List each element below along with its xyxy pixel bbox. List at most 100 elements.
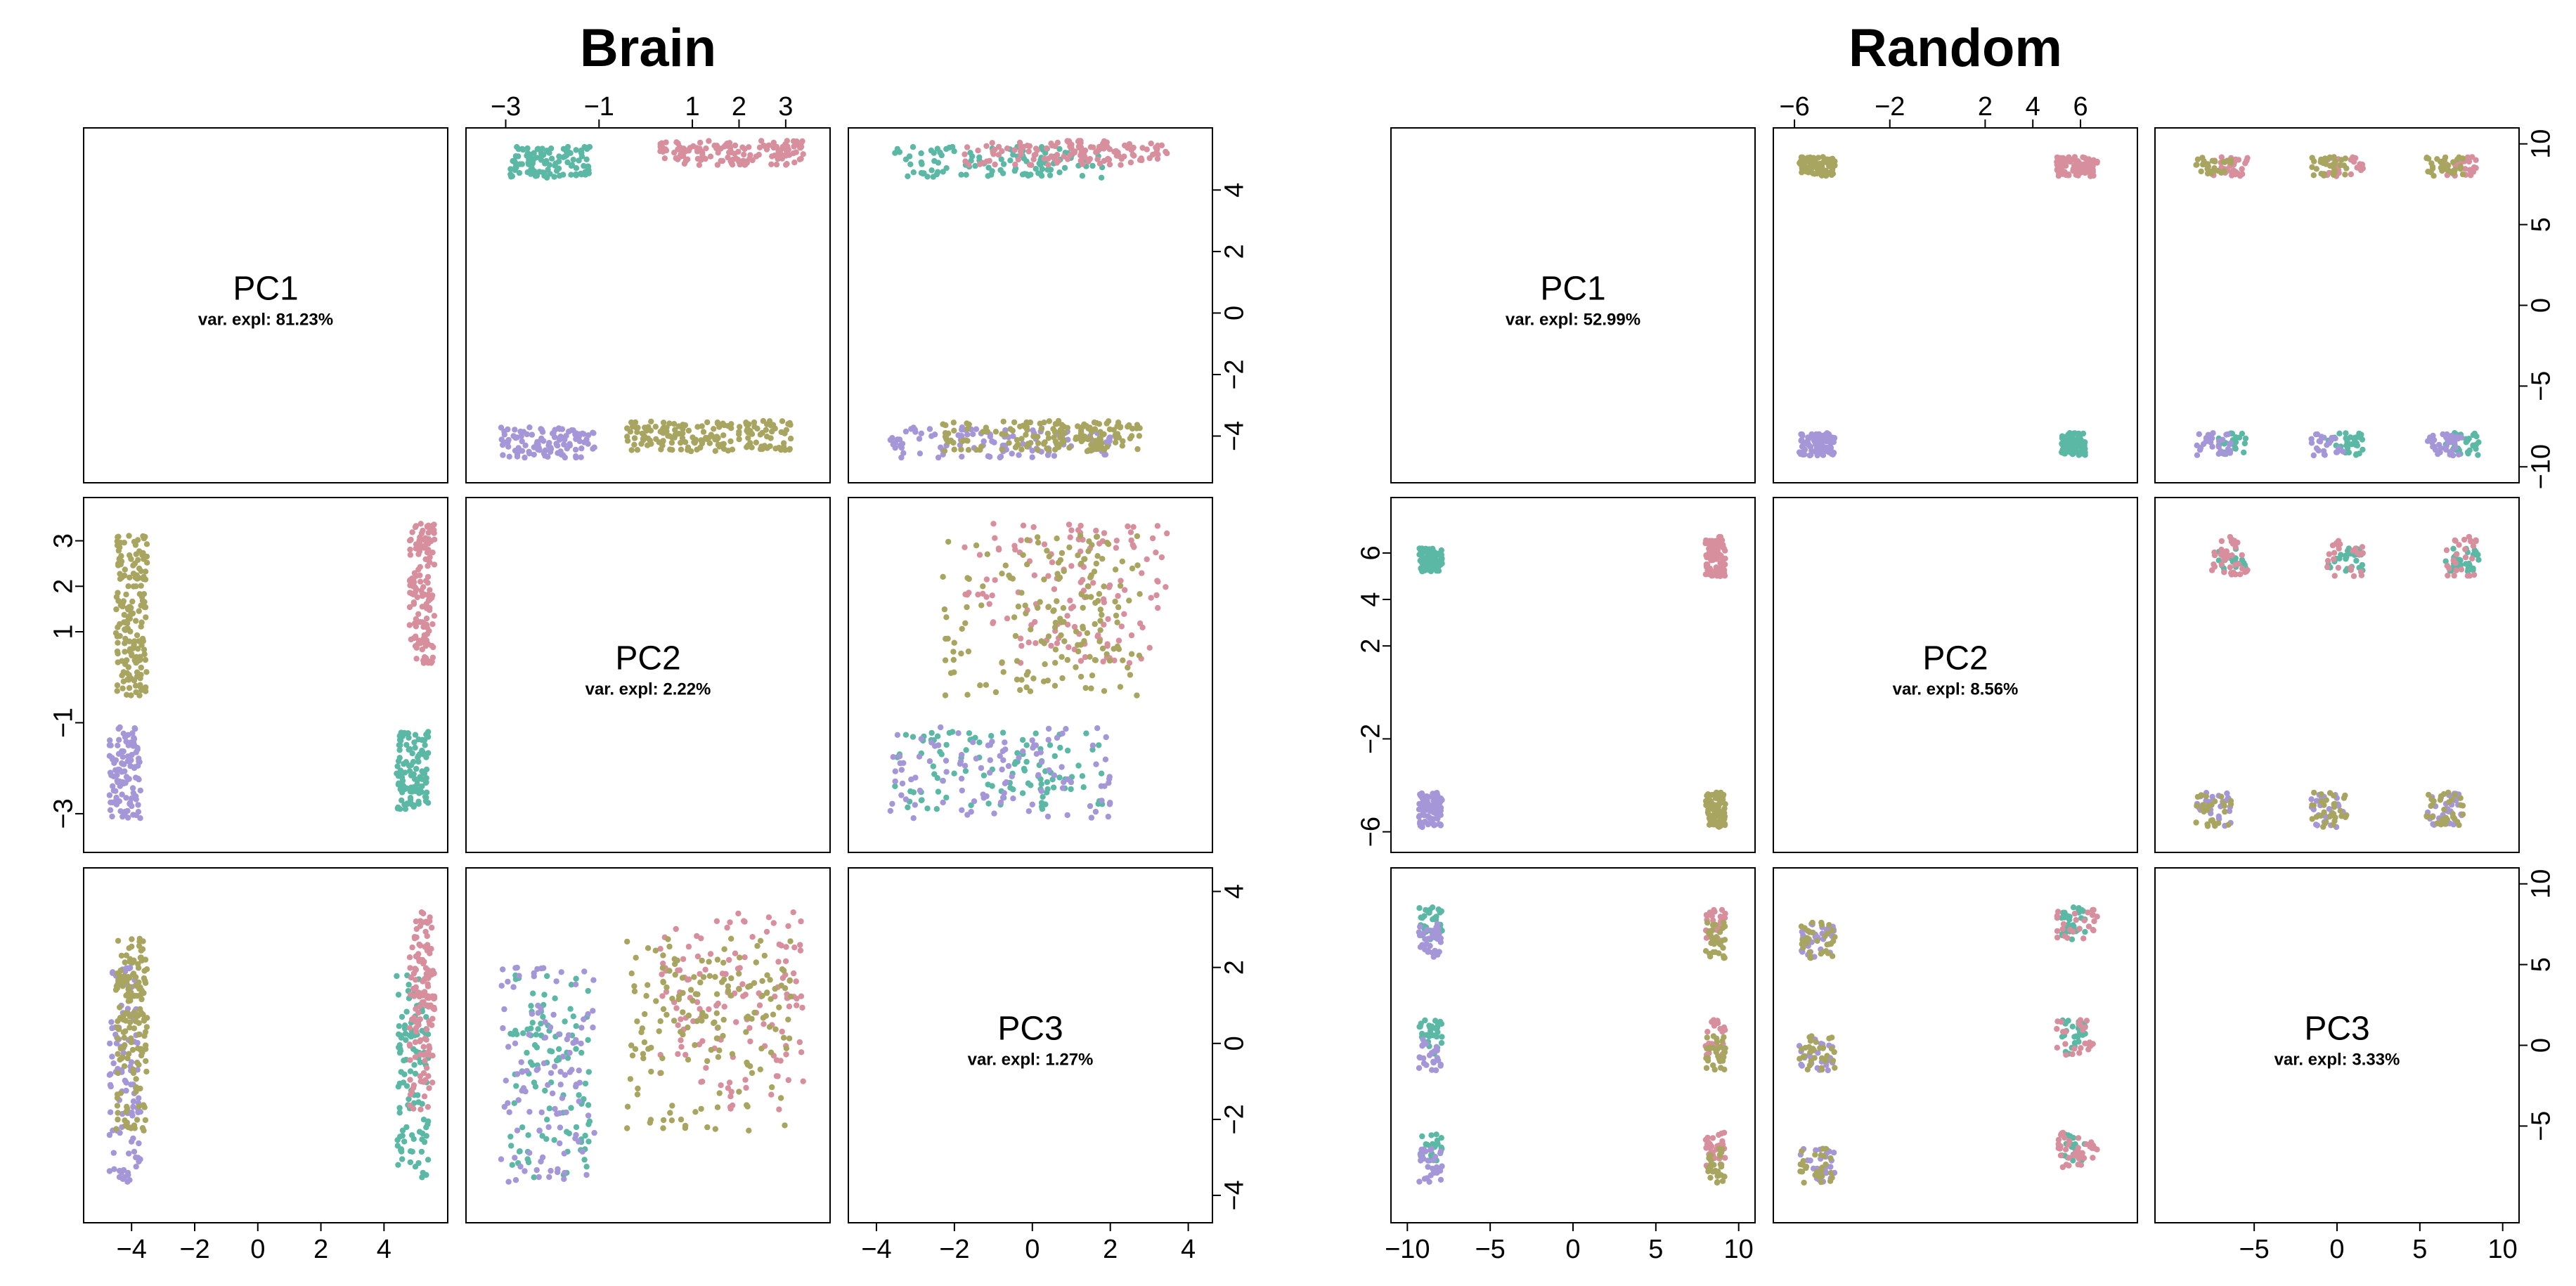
brain-point — [422, 944, 428, 949]
brain-point — [552, 434, 557, 440]
brain-point — [938, 725, 943, 730]
random-point — [1719, 1029, 1725, 1034]
brain-point — [399, 774, 405, 780]
brain-point — [115, 938, 121, 944]
brain-point — [129, 1112, 135, 1118]
brain-point — [142, 534, 148, 540]
random-point — [1419, 560, 1425, 566]
random-point — [2193, 819, 2199, 825]
brain-point — [423, 643, 429, 649]
brain-point — [730, 162, 735, 167]
brain-point — [127, 989, 132, 994]
brain-point — [629, 447, 635, 453]
brain-point — [505, 1100, 510, 1106]
brain-point — [759, 993, 765, 999]
random-point — [1807, 453, 1813, 458]
brain-point — [737, 954, 742, 960]
brain-point — [943, 769, 949, 774]
brain-point — [742, 954, 747, 960]
brain-point — [699, 150, 705, 155]
brain-point — [1039, 426, 1044, 431]
brain-point — [113, 987, 119, 992]
brain-point — [727, 1079, 732, 1085]
brain-point — [143, 1117, 148, 1123]
brain-point — [534, 1044, 540, 1050]
brain-point — [422, 632, 427, 638]
brain-point — [548, 1168, 553, 1174]
brain-point — [419, 768, 425, 774]
brain-point — [791, 970, 796, 976]
brain-point — [973, 427, 979, 432]
brain-point — [431, 996, 436, 1001]
random-point — [2460, 803, 2466, 808]
brain-point — [567, 1050, 572, 1056]
random-point — [2201, 809, 2206, 814]
random-point — [1421, 1146, 1427, 1152]
brain-point — [632, 989, 637, 994]
random-point — [1416, 1178, 1422, 1184]
brain-point — [1054, 445, 1060, 450]
brain-point — [660, 952, 666, 958]
brain-point — [757, 1002, 763, 1008]
brain-point — [988, 742, 993, 748]
random-point — [2360, 562, 2365, 568]
brain-point — [1096, 421, 1102, 427]
brain-point — [531, 168, 537, 174]
brain-point — [662, 155, 668, 161]
brain-point — [900, 450, 906, 456]
brain-point — [124, 692, 129, 698]
random-point — [2218, 448, 2223, 454]
random-point — [2473, 434, 2479, 439]
brain-point — [963, 172, 969, 178]
brain-point — [745, 435, 751, 441]
brain-point — [787, 1004, 792, 1009]
brain-point — [718, 158, 723, 164]
brain-point — [981, 772, 987, 778]
brain-point — [544, 1117, 550, 1122]
random-point — [2218, 794, 2224, 800]
brain-point — [1047, 418, 1052, 424]
brain-point — [943, 430, 948, 436]
brain-point — [585, 164, 591, 169]
brain-point — [640, 1051, 646, 1057]
brain-point — [424, 1065, 429, 1071]
brain-point — [1112, 599, 1118, 604]
random-point — [2348, 567, 2354, 573]
brain-point — [557, 173, 562, 178]
random-point — [1704, 793, 1710, 798]
brain-point — [1018, 146, 1024, 152]
brain-point — [1119, 623, 1125, 629]
brain-point — [1097, 628, 1103, 633]
brain-point — [548, 1070, 554, 1076]
brain-point — [420, 999, 426, 1005]
brain-point — [143, 576, 148, 582]
brain-point — [1041, 576, 1047, 582]
brain-point — [541, 992, 547, 997]
brain-point — [537, 1128, 543, 1134]
brain-point — [578, 1050, 584, 1056]
brain-point — [1137, 433, 1142, 439]
brain-point — [932, 431, 938, 437]
brain-point — [720, 421, 725, 427]
brain-point — [397, 1134, 403, 1139]
random-point — [1425, 1164, 1430, 1169]
brain-point — [131, 1070, 136, 1076]
brain-point — [552, 427, 557, 433]
brain-diag-variance: var. expl: 2.22% — [585, 680, 711, 699]
random-point — [2209, 444, 2215, 450]
brain-tick-label: −4 — [1219, 1180, 1249, 1210]
brain-point — [138, 642, 144, 648]
brain-point — [121, 598, 127, 604]
brain-point — [1089, 163, 1095, 169]
brain-point — [1078, 430, 1084, 436]
brain-point — [970, 739, 976, 745]
brain-point — [536, 441, 541, 447]
random-point — [1830, 156, 1835, 162]
brain-point — [727, 993, 733, 999]
brain-point — [735, 966, 741, 971]
brain-point — [791, 909, 796, 915]
brain-point — [749, 1016, 754, 1022]
random-point — [1430, 1170, 1436, 1176]
random-point — [2449, 811, 2455, 817]
